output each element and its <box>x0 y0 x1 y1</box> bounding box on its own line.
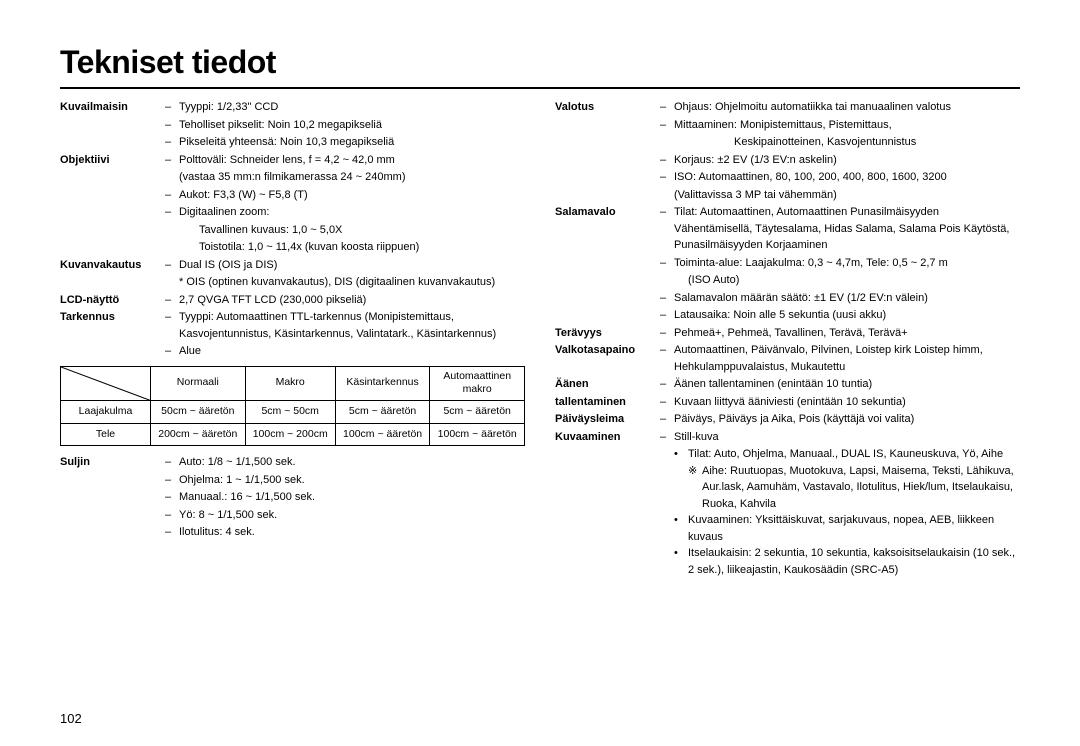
label-salamavalo: Salamavalo <box>555 204 660 221</box>
page-number: 102 <box>60 711 82 726</box>
focus-range-table: Normaali Makro Käsintarkennus Automaatti… <box>60 366 525 447</box>
label-lcd: LCD-näyttö <box>60 292 165 309</box>
label-teravyys: Terävyys <box>555 325 660 342</box>
sub-bullet-icon: ※ <box>688 463 702 513</box>
table-row: Tele 200cm ~ ääretön 100cm ~ 200cm 100cm… <box>61 423 525 446</box>
bullet-icon: • <box>674 545 688 562</box>
label-tarkennus: Tarkennus <box>60 309 165 326</box>
label-aanen2: tallentaminen <box>555 394 660 411</box>
label-aanen1: Äänen <box>555 376 660 393</box>
label-objektiivi: Objektiivi <box>60 152 165 169</box>
bullet-icon: • <box>674 446 688 463</box>
left-column: Kuvailmaisin–Tyyppi: 1/2,33" CCD –Teholl… <box>60 99 525 579</box>
page-title: Tekniset tiedot <box>60 44 1020 89</box>
label-kuvailmaisin: Kuvailmaisin <box>60 99 165 116</box>
page: Tekniset tiedot Kuvailmaisin–Tyyppi: 1/2… <box>0 0 1080 746</box>
label-valotus: Valotus <box>555 99 660 116</box>
label-suljin: Suljin <box>60 454 165 471</box>
bullet-icon: • <box>674 512 688 529</box>
right-column: Valotus–Ohjaus: Ohjelmoitu automatiikka … <box>555 99 1020 579</box>
label-kuvanvakautus: Kuvanvakautus <box>60 257 165 274</box>
val: Tyyppi: 1/2,33" CCD <box>179 99 525 116</box>
label-valkotasapaino: Valkotasapaino <box>555 342 660 359</box>
table-corner <box>61 366 151 400</box>
columns: Kuvailmaisin–Tyyppi: 1/2,33" CCD –Teholl… <box>60 99 1020 579</box>
label-kuvaaminen: Kuvaaminen <box>555 429 660 446</box>
table-row: Laajakulma 50cm ~ ääretön 5cm ~ 50cm 5cm… <box>61 400 525 423</box>
label-paivays: Päiväysleima <box>555 411 660 428</box>
